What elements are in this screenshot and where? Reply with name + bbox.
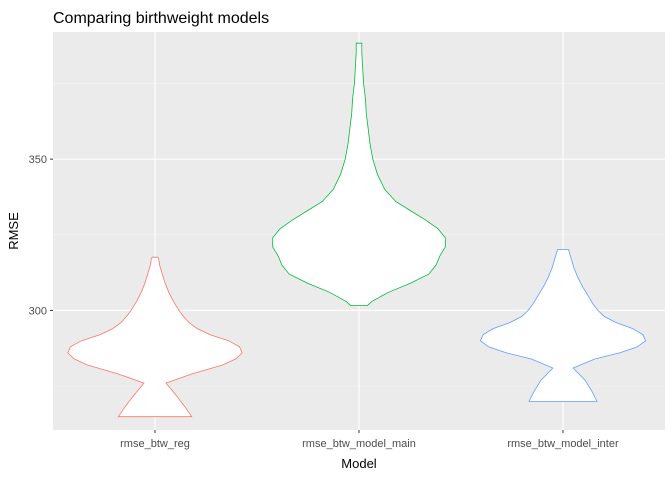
x-axis-ticks: rmse_btw_reg rmse_btw_model_main rmse_btw_… — [120, 430, 619, 450]
x-tick-label: rmse_btw_reg — [120, 438, 190, 450]
violin-rmse_btw_model_main — [272, 42, 446, 306]
violins — [67, 42, 647, 418]
y-axis-title: RMSE — [6, 212, 21, 250]
y-axis-ticks: 300 350 — [29, 154, 53, 317]
x-axis-title: Model — [341, 456, 377, 471]
x-tick-label: rmse_btw_model_main — [302, 438, 416, 450]
violin-rmse_btw_reg — [67, 256, 243, 418]
violin-rmse_btw_model_inter — [479, 249, 647, 402]
y-tick-label: 300 — [29, 305, 47, 317]
chart-title: Comparing birthweight models — [53, 10, 269, 27]
y-tick-label: 350 — [29, 154, 47, 166]
x-tick-label: rmse_btw_model_inter — [507, 438, 619, 450]
